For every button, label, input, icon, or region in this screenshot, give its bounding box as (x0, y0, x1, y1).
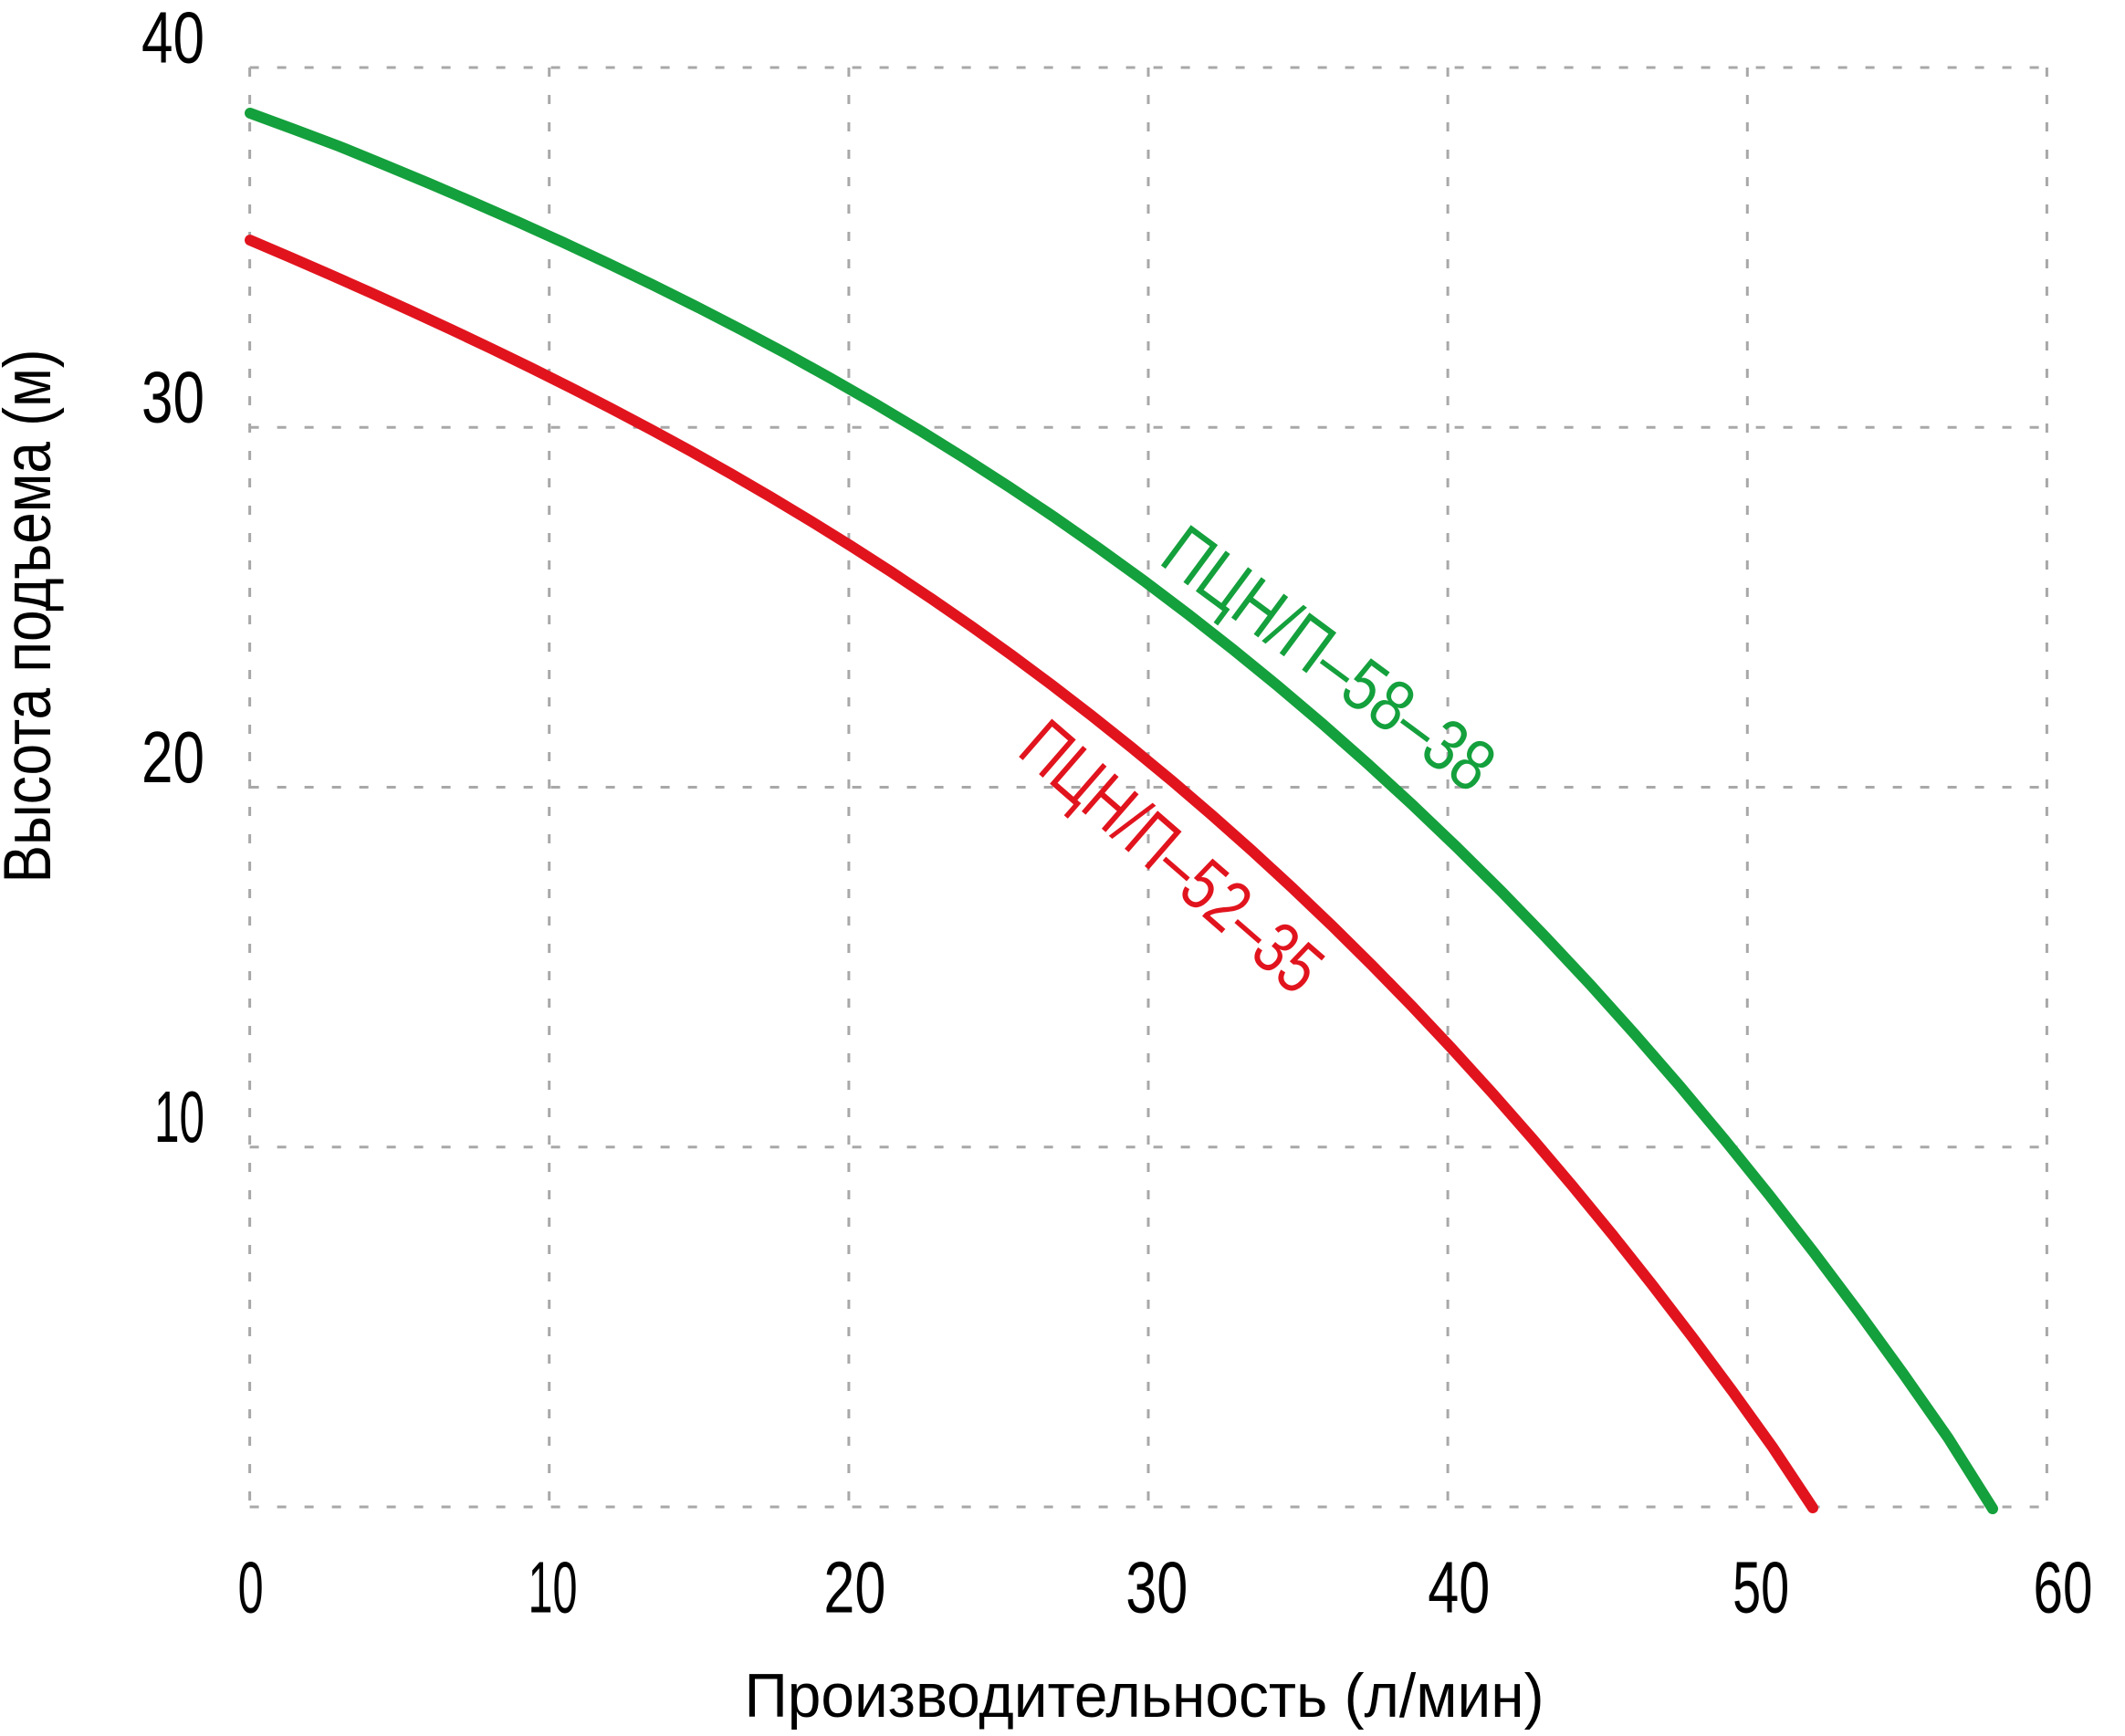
svg-text:Высота подъема (м): Высота подъема (м) (0, 350, 65, 884)
svg-text:20: 20 (823, 1547, 885, 1628)
svg-text:0: 0 (238, 1547, 264, 1628)
svg-text:50: 50 (1732, 1547, 1789, 1628)
svg-text:20: 20 (141, 716, 204, 798)
svg-text:Производительность (л/мин): Производительность (л/мин) (745, 1661, 1544, 1731)
svg-text:60: 60 (2034, 1547, 2093, 1628)
svg-text:30: 30 (141, 357, 204, 438)
svg-text:10: 10 (529, 1547, 578, 1628)
svg-text:30: 30 (1125, 1547, 1188, 1628)
svg-text:40: 40 (1428, 1547, 1490, 1628)
svg-text:40: 40 (141, 0, 204, 78)
svg-text:10: 10 (154, 1076, 204, 1157)
